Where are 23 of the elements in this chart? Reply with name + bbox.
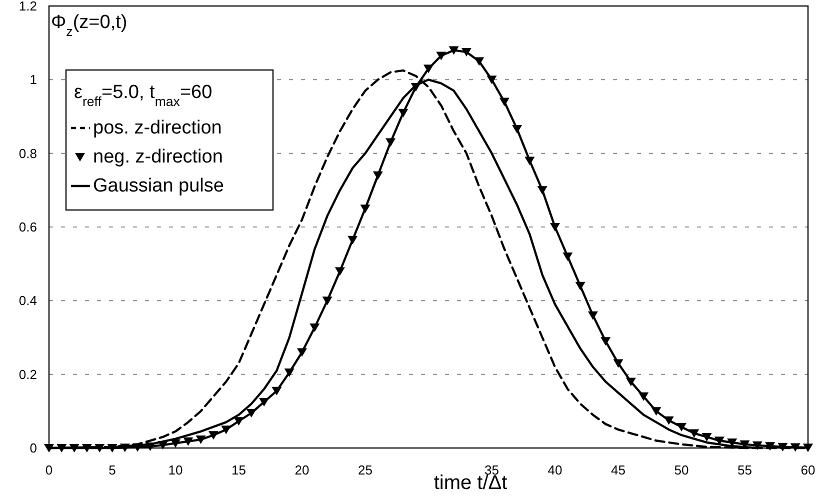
y-tick-label: 1.2 bbox=[18, 0, 37, 14]
x-tick-label: 25 bbox=[358, 462, 372, 478]
y-axis-title: Φ$_{z}$(z=0,t) bbox=[51, 12, 128, 38]
x-tick-label: 40 bbox=[548, 462, 562, 478]
x-tick-label: 60 bbox=[800, 462, 816, 478]
x-tick-label: 55 bbox=[738, 462, 752, 478]
legend-label: pos. z-direction bbox=[93, 118, 222, 138]
y-tick-label: 0.6 bbox=[18, 220, 37, 234]
legend-label: neg. z-direction bbox=[93, 146, 223, 168]
x-tick-label: 15 bbox=[232, 462, 246, 478]
x-tick-label: 5 bbox=[108, 462, 116, 478]
x-tick-label: 50 bbox=[674, 462, 689, 478]
x-tick-label: 0 bbox=[45, 462, 53, 478]
legend-title: ε$_{reff}$=5.0, t$_{max}$=60 bbox=[74, 82, 212, 108]
x-tick-label: 10 bbox=[168, 462, 183, 478]
y-tick-label: 0.8 bbox=[18, 146, 37, 161]
legend-label: Gaussian pulse bbox=[93, 176, 224, 196]
y-tick-label: 0.4 bbox=[18, 293, 37, 308]
y-tick-label: 0 bbox=[30, 440, 37, 456]
y-tick-label: 1 bbox=[30, 72, 37, 88]
y-tick-label: 0.2 bbox=[18, 366, 37, 382]
x-tick-label: 20 bbox=[294, 462, 310, 478]
x-tick-label: 45 bbox=[611, 462, 626, 478]
